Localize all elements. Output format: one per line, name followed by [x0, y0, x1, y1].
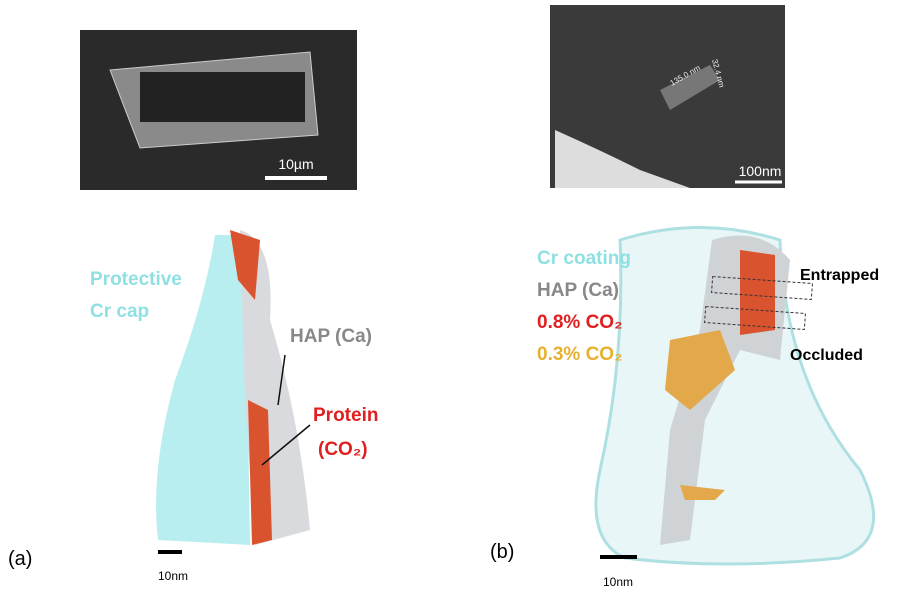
legend-entry: 0.3% CO₂: [537, 344, 623, 365]
legend-entry: HAP (Ca): [537, 280, 619, 301]
annotation: Entrapped: [800, 267, 879, 284]
legend-entry: 0.8% CO₂: [537, 312, 623, 333]
annotation: Cr cap: [90, 301, 149, 322]
scale-label: 10µm: [278, 156, 313, 172]
annotation: Occluded: [790, 347, 863, 364]
figure: 10µm 135.0 nm 32.4 nm 100nm Protective C…: [0, 0, 905, 590]
legend-entry: Cr coating: [537, 248, 631, 269]
panel-label: (a): [8, 548, 32, 570]
co2-high: [740, 250, 775, 335]
annotation: HAP (Ca): [290, 326, 372, 347]
annotation: Protein: [313, 405, 378, 426]
sem-window: [140, 72, 305, 122]
scale-label: 10nm: [158, 569, 188, 583]
scale-label: 10nm: [603, 575, 633, 589]
annotation: (CO₂): [318, 439, 368, 460]
panel-label: (b): [490, 541, 514, 563]
scale-label: 100nm: [739, 163, 782, 179]
annotation: Protective: [90, 269, 182, 290]
